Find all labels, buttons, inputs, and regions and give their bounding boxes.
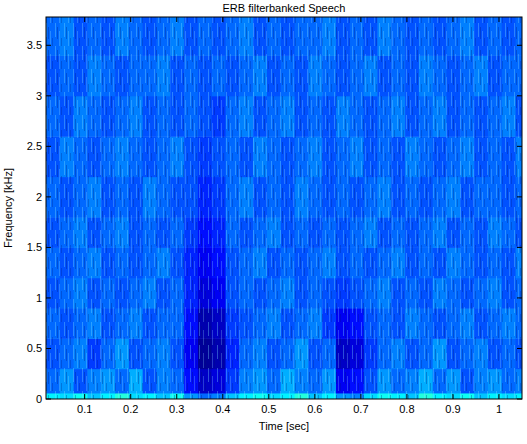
y-tick xyxy=(46,297,51,298)
x-tick-label: 0.4 xyxy=(215,403,230,415)
x-tick-label: 1 xyxy=(496,403,502,415)
y-tick xyxy=(517,399,522,400)
y-tick xyxy=(517,95,522,96)
y-tick-label: 3.5 xyxy=(27,39,42,51)
y-tick-label: 2 xyxy=(36,191,42,203)
x-tick xyxy=(406,17,407,22)
x-tick xyxy=(498,17,499,22)
x-tick xyxy=(452,394,453,399)
y-tick xyxy=(517,348,522,349)
y-tick xyxy=(46,399,51,400)
y-tick xyxy=(517,146,522,147)
x-tick xyxy=(452,17,453,22)
x-tick xyxy=(314,17,315,22)
x-tick xyxy=(268,17,269,22)
y-tick-label: 3 xyxy=(36,90,42,102)
y-tick-label: 0.5 xyxy=(27,342,42,354)
x-tick-label: 0.9 xyxy=(445,403,460,415)
x-tick xyxy=(222,17,223,22)
texture xyxy=(46,17,522,399)
x-tick-label: 0.1 xyxy=(77,403,92,415)
y-tick xyxy=(517,247,522,248)
x-tick xyxy=(84,17,85,22)
x-tick xyxy=(268,394,269,399)
y-tick xyxy=(46,45,51,46)
x-tick-label: 0.5 xyxy=(261,403,276,415)
y-tick-label: 2.5 xyxy=(27,140,42,152)
x-tick-label: 0.2 xyxy=(123,403,138,415)
x-tick xyxy=(130,17,131,22)
y-axis-title: Frequency [kHz] xyxy=(2,168,14,248)
y-tick xyxy=(517,297,522,298)
y-tick xyxy=(46,247,51,248)
y-tick xyxy=(46,348,51,349)
x-tick xyxy=(498,394,499,399)
x-tick xyxy=(130,394,131,399)
y-tick-label: 1 xyxy=(36,292,42,304)
x-tick xyxy=(222,394,223,399)
x-tick xyxy=(84,394,85,399)
x-tick xyxy=(176,17,177,22)
y-tick xyxy=(46,146,51,147)
title: ERB filterbanked Speech xyxy=(223,2,346,14)
y-tick xyxy=(517,45,522,46)
x-tick-label: 0.8 xyxy=(399,403,414,415)
heatmap-cells xyxy=(46,17,522,399)
x-tick-label: 0.6 xyxy=(307,403,322,415)
y-tick xyxy=(46,95,51,96)
x-tick-label: 0.7 xyxy=(353,403,368,415)
x-tick xyxy=(406,394,407,399)
y-tick xyxy=(517,196,522,197)
x-tick-label: 0.3 xyxy=(169,403,184,415)
x-tick xyxy=(314,394,315,399)
frame xyxy=(46,17,522,399)
chart: 0.1 0.2 0.3 0.4 0.5 0.6 0.7 0.8 0.9 1 0 0.5 1 1.5 2 2.5… xyxy=(0,0,527,444)
x-tick xyxy=(360,394,361,399)
x-tick xyxy=(360,17,361,22)
y-tick-label: 1.5 xyxy=(27,241,42,253)
y-tick-label: 0 xyxy=(36,393,42,405)
y-tick xyxy=(46,196,51,197)
x-tick xyxy=(176,394,177,399)
x-axis-title: Time [sec] xyxy=(259,420,309,432)
